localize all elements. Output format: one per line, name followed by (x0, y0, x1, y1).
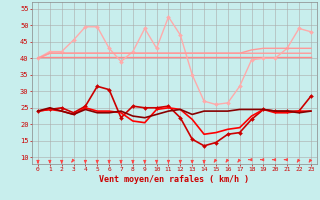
X-axis label: Vent moyen/en rafales ( km/h ): Vent moyen/en rafales ( km/h ) (100, 175, 249, 184)
